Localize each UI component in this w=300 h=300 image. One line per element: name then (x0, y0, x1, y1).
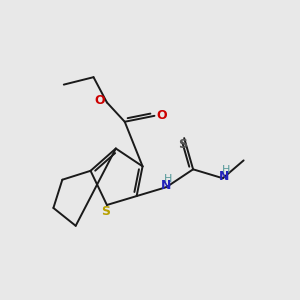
Text: N: N (219, 170, 230, 183)
Text: N: N (160, 179, 171, 192)
Text: H: H (164, 174, 172, 184)
Text: H: H (222, 165, 231, 175)
Text: S: S (178, 138, 187, 151)
Text: O: O (157, 109, 167, 122)
Text: S: S (101, 205, 110, 218)
Text: O: O (94, 94, 105, 107)
